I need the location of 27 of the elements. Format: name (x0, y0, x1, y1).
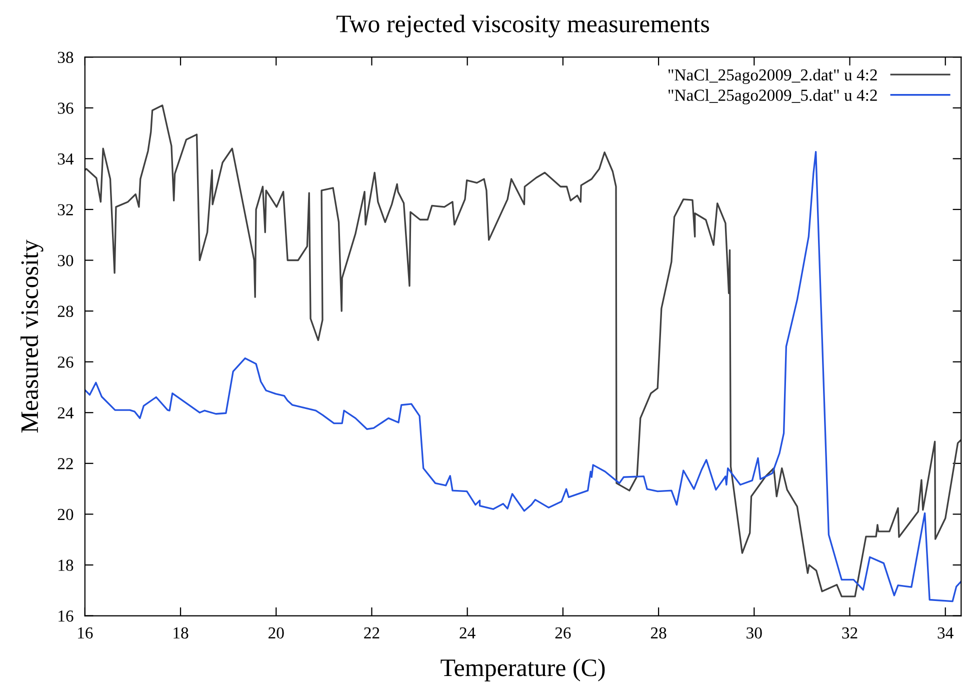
chart-title: Two rejected viscosity measurements (336, 14, 710, 38)
y-tick-label: 34 (58, 153, 74, 165)
y-tick-label: 36 (58, 102, 74, 114)
y-tick-label: 20 (58, 508, 74, 520)
x-tick-label: 34 (938, 627, 954, 639)
legend-label: "NaCl_25ago2009_2.dat" u 4:2 (668, 68, 877, 84)
x-tick-label: 28 (650, 627, 666, 639)
y-tick-label: 16 (58, 610, 74, 622)
x-tick-label: 22 (364, 627, 380, 638)
x-tick-label: 26 (555, 627, 571, 639)
y-tick-label: 30 (58, 254, 74, 266)
x-tick-label: 20 (268, 627, 284, 639)
y-tick-label: 18 (58, 560, 74, 571)
y-tick-label: 26 (58, 356, 74, 368)
x-axis-title: Temperature (C) (440, 658, 605, 682)
y-tick-label: 32 (58, 204, 73, 216)
x-tick-label: 18 (174, 627, 188, 639)
y-tick-label: 22 (58, 458, 73, 470)
y-tick-label: 38 (58, 52, 74, 64)
y-tick-label: 24 (58, 407, 74, 418)
y-axis-title: Measured viscosity (20, 240, 44, 433)
x-tick-label: 16 (78, 627, 93, 639)
y-tick-label: 28 (58, 306, 74, 317)
legend-label: "NaCl_25ago2009_5.dat" u 4:2 (668, 89, 877, 104)
x-tick-label: 24 (460, 627, 476, 638)
x-tick-label: 32 (842, 627, 858, 639)
x-tick-label: 30 (746, 627, 762, 639)
